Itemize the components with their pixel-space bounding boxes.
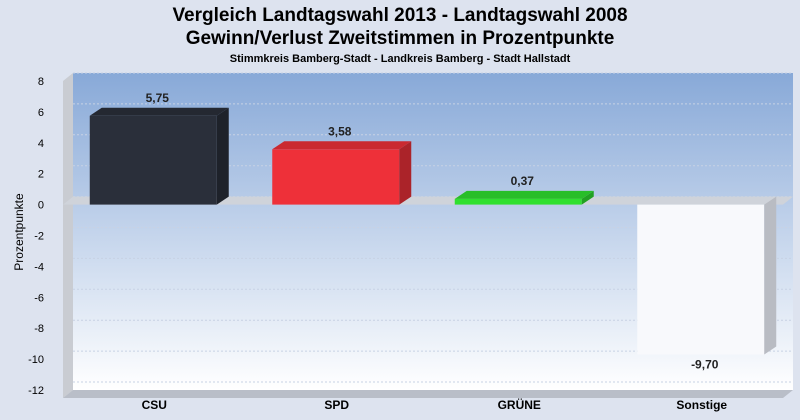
bar [89,107,229,205]
bar [272,141,412,205]
bar-side [399,141,412,205]
plot-left-wall [63,73,73,398]
y-tick-label: 8 [38,76,44,88]
bar-side [216,107,229,205]
title-block: Vergleich Landtagswahl 2013 - Landtagswa… [0,0,800,67]
value-label: -9,70 [691,357,719,371]
bar-front [272,149,400,205]
bar-front [89,115,217,205]
zero-plane [63,196,793,205]
bar-top [272,141,412,150]
bar [454,190,594,205]
bar-front [454,198,582,205]
bar-side [764,196,777,355]
y-tick-label: -10 [28,354,44,366]
x-category-label: Sonstige [676,398,727,412]
bar-top [89,107,229,116]
chart-subtitle: Gewinn/Verlust Zweitstimmen in Prozentpu… [185,28,615,49]
y-tick-label: -8 [34,323,44,335]
value-label: 3,58 [328,124,352,138]
y-tick-label: -6 [34,292,44,304]
value-label: 0,37 [511,174,535,188]
y-tick-label: 0 [38,200,44,212]
y-tick-label: 6 [38,107,44,119]
x-category-label: CSU [142,398,167,412]
y-tick-label: -4 [34,261,44,273]
x-category-label: SPD [324,398,349,412]
y-tick-label: -12 [28,385,44,397]
value-label: 5,75 [146,91,170,105]
y-tick-label: -2 [34,231,44,243]
chart-subsubtitle: Stimmkreis Bamberg-Stadt - Landkreis Bam… [229,53,571,65]
x-category-label: GRÜNE [498,397,541,412]
bar [637,196,777,355]
chart-title: Vergleich Landtagswahl 2013 - Landtagswa… [172,5,628,26]
bar-top [454,190,594,199]
bar-front [637,204,765,355]
plot-floor [63,390,793,398]
y-tick-label: 2 [38,169,44,181]
bar-side [581,190,594,205]
y-tick-label: 4 [38,138,44,150]
